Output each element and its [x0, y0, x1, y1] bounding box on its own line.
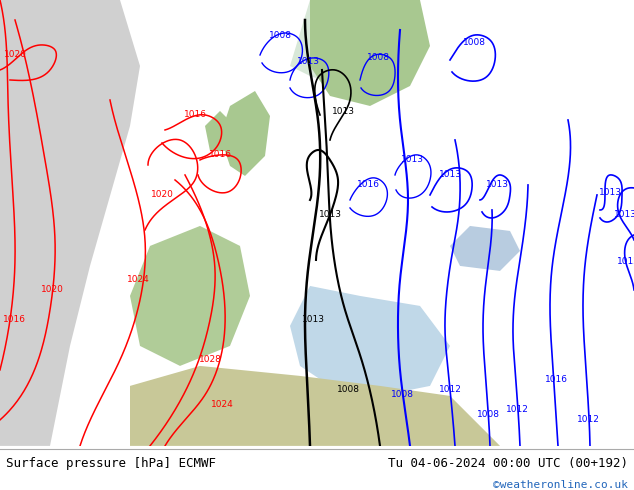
- Text: 1020: 1020: [4, 50, 27, 59]
- Polygon shape: [450, 226, 520, 271]
- Text: 1012: 1012: [576, 416, 599, 424]
- Polygon shape: [220, 91, 270, 176]
- Text: Tu 04-06-2024 00:00 UTC (00+192): Tu 04-06-2024 00:00 UTC (00+192): [387, 457, 628, 470]
- Polygon shape: [205, 111, 235, 151]
- Text: 1013: 1013: [614, 210, 634, 220]
- Text: 1013: 1013: [486, 180, 508, 190]
- Text: 1008: 1008: [477, 411, 500, 419]
- Text: 1008: 1008: [366, 53, 389, 63]
- Text: 1028: 1028: [198, 355, 221, 365]
- Text: 1013: 1013: [439, 171, 462, 179]
- Text: 1008: 1008: [269, 31, 292, 41]
- Text: ©weatheronline.co.uk: ©weatheronline.co.uk: [493, 480, 628, 490]
- Text: 1013: 1013: [598, 189, 621, 197]
- Text: 1024: 1024: [210, 400, 233, 410]
- Text: 1016: 1016: [3, 316, 25, 324]
- Text: 1013: 1013: [318, 210, 342, 220]
- Text: 1013: 1013: [332, 107, 354, 117]
- Text: 1024: 1024: [127, 275, 150, 284]
- Polygon shape: [130, 366, 500, 446]
- Text: 1012: 1012: [439, 386, 462, 394]
- Text: 1016: 1016: [356, 180, 380, 190]
- Text: 1013: 1013: [302, 316, 325, 324]
- Polygon shape: [290, 286, 450, 396]
- Text: 1013: 1013: [401, 155, 424, 165]
- Text: 1016: 1016: [209, 150, 231, 159]
- Text: 1008: 1008: [337, 386, 359, 394]
- Text: 1012: 1012: [505, 405, 528, 415]
- Text: 1012: 1012: [616, 257, 634, 267]
- Text: 1008: 1008: [462, 39, 486, 48]
- Polygon shape: [0, 0, 140, 446]
- Polygon shape: [290, 0, 400, 96]
- Text: 1013: 1013: [297, 57, 320, 67]
- Text: Surface pressure [hPa] ECMWF: Surface pressure [hPa] ECMWF: [6, 457, 216, 470]
- Text: 1020: 1020: [41, 286, 63, 294]
- Text: 1016: 1016: [545, 375, 567, 385]
- Text: 1016: 1016: [183, 110, 207, 120]
- Polygon shape: [130, 226, 250, 366]
- Text: 1020: 1020: [150, 191, 174, 199]
- Polygon shape: [310, 0, 430, 106]
- Text: 1008: 1008: [391, 391, 413, 399]
